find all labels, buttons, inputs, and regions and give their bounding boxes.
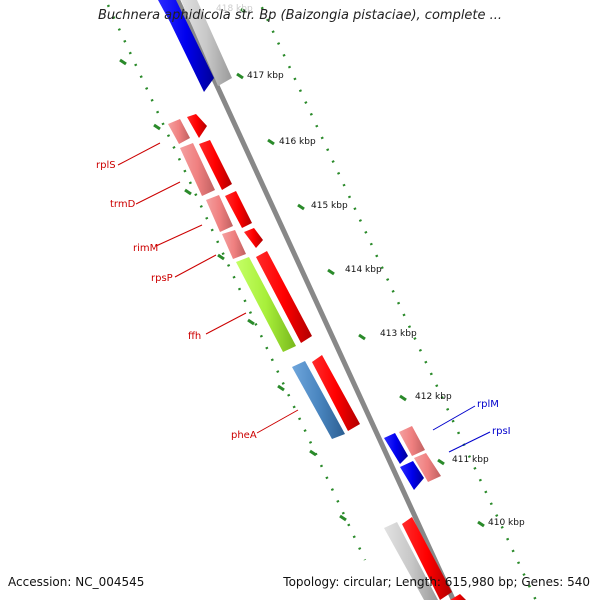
label-ffh[interactable]: ffh bbox=[188, 331, 201, 342]
label-rpsI[interactable]: rpsI bbox=[492, 426, 511, 437]
gene-ffh[interactable] bbox=[236, 257, 296, 352]
label-rplM[interactable]: rplM bbox=[477, 399, 499, 410]
label-rplS[interactable]: rplS bbox=[96, 160, 116, 171]
gene-pheA-strand[interactable] bbox=[312, 355, 360, 431]
tick-label-412: 412 kbp bbox=[415, 392, 452, 402]
gene-rpsP[interactable] bbox=[244, 228, 263, 248]
tick-label-418: 418 kbp bbox=[216, 4, 253, 14]
gene-red-corner[interactable] bbox=[450, 594, 466, 600]
genome-backbone bbox=[174, 0, 457, 600]
accession-text: Accession: NC_004545 bbox=[8, 575, 145, 589]
tick-label-416: 416 kbp bbox=[279, 137, 316, 147]
rna-rpsP[interactable] bbox=[222, 230, 246, 259]
label-trmD[interactable]: trmD bbox=[110, 199, 136, 210]
rna-rplS[interactable] bbox=[168, 119, 190, 144]
tick-label-413: 413 kbp bbox=[380, 329, 417, 339]
gene-trmD[interactable] bbox=[199, 140, 232, 190]
kbp-ticks bbox=[119, 7, 485, 528]
tick-label-417: 417 kbp bbox=[247, 71, 284, 81]
tick-label-411: 411 kbp bbox=[452, 455, 489, 465]
gene-ffh-strand[interactable] bbox=[256, 251, 312, 343]
rna-trmD[interactable] bbox=[180, 143, 215, 196]
rna-rplM[interactable] bbox=[399, 426, 425, 456]
rna-rpsI[interactable] bbox=[414, 453, 441, 482]
topology-text: Topology: circular; Length: 615,980 bp; … bbox=[283, 575, 590, 589]
gene-red-bottom[interactable] bbox=[402, 517, 452, 600]
tick-label-415: 415 kbp bbox=[311, 201, 348, 211]
tick-label-410: 410 kbp bbox=[488, 518, 525, 528]
inner-tick-track bbox=[106, 4, 367, 561]
gene-pheA[interactable] bbox=[292, 361, 345, 439]
gene-blue-top[interactable] bbox=[158, 0, 214, 92]
label-pheA[interactable]: pheA bbox=[231, 430, 257, 441]
gene-rimM[interactable] bbox=[225, 191, 252, 228]
feature-grey-bottom[interactable] bbox=[384, 522, 438, 600]
gene-rplS[interactable] bbox=[187, 114, 207, 138]
feature-grey-top[interactable] bbox=[181, 0, 232, 86]
gene-rpsI[interactable] bbox=[400, 461, 424, 490]
map-title: Buchnera aphidicola str. Bp (Baizongia p… bbox=[97, 8, 503, 23]
tick-label-414: 414 kbp bbox=[345, 265, 382, 275]
gene-rplM[interactable] bbox=[384, 433, 408, 464]
label-rpsP[interactable]: rpsP bbox=[151, 273, 173, 284]
label-rimM[interactable]: rimM bbox=[133, 243, 158, 254]
leader-lines bbox=[117, 142, 491, 453]
rna-rimM[interactable] bbox=[206, 195, 233, 232]
